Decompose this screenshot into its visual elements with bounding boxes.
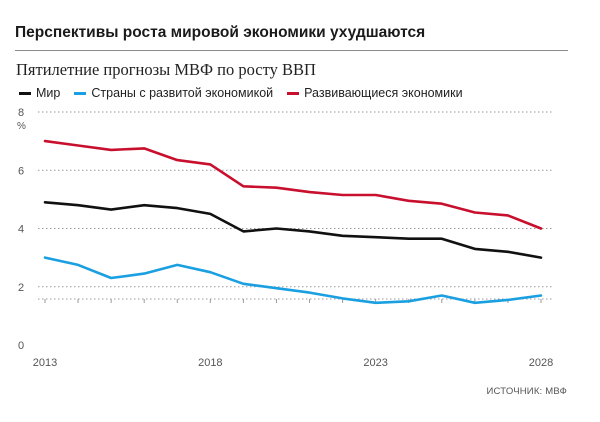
- legend-item-world: Мир: [19, 86, 60, 100]
- x-tick-label-2028: 2028: [529, 357, 553, 369]
- x-tick-label-2018: 2018: [198, 357, 222, 369]
- legend-label-emerging: Развивающиеся экономики: [304, 86, 463, 100]
- x-tick-label-2013: 2013: [33, 357, 57, 369]
- y-axis-unit: %: [17, 121, 26, 132]
- legend-label-world: Мир: [36, 86, 61, 100]
- legend-item-advanced: Страны с развитой экономикой: [74, 86, 273, 100]
- y-tick-label-2: 2: [18, 282, 24, 294]
- x-tick-label-2023: 2023: [363, 357, 387, 369]
- header-title: Перспективы роста мировой экономики ухуд…: [15, 24, 426, 41]
- y-tick-label-6: 6: [18, 165, 24, 177]
- legend-swatch-advanced: [74, 91, 87, 95]
- y-tick-label-0: 0: [18, 340, 24, 352]
- source-note: ИСТОЧНИК: МВФ: [486, 386, 567, 397]
- legend-swatch-emerging: [287, 91, 300, 95]
- header-divider: [15, 50, 568, 51]
- legend-label-advanced: Страны с развитой экономикой: [91, 86, 274, 100]
- series-line-1: [43, 256, 543, 305]
- legend-swatch-world: [19, 91, 31, 95]
- y-tick-label-8: 8: [18, 107, 24, 119]
- series-line-0: [43, 201, 543, 259]
- chart-title: Пятилетние прогнозы МВФ по росту ВВП: [16, 60, 316, 79]
- series-line-2: [43, 139, 543, 230]
- y-tick-label-4: 4: [18, 224, 24, 236]
- legend-item-emerging: Развивающиеся экономики: [287, 86, 463, 100]
- legend: Мир Страны с развитой экономикой Развива…: [19, 86, 477, 100]
